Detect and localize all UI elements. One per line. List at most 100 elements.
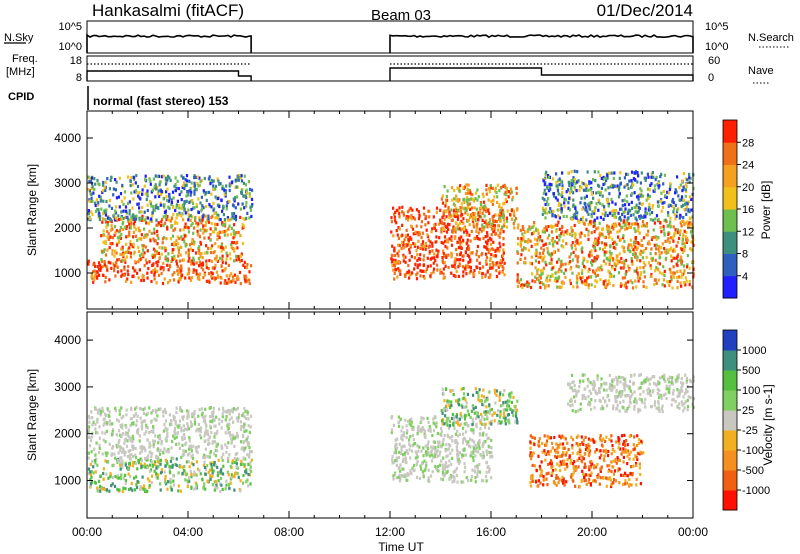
data-point <box>590 181 593 185</box>
velocity-scatter <box>87 373 695 494</box>
data-point <box>220 249 223 253</box>
data-point <box>152 205 155 209</box>
data-point <box>587 233 590 237</box>
data-point <box>418 231 421 235</box>
data-point <box>125 444 129 448</box>
data-point <box>543 211 547 215</box>
data-point <box>561 184 564 188</box>
data-point <box>233 488 236 492</box>
data-point <box>496 200 499 204</box>
data-point <box>572 179 575 184</box>
data-point <box>215 197 218 201</box>
data-point <box>445 420 448 424</box>
data-point <box>653 188 657 192</box>
data-point <box>530 255 533 259</box>
data-point <box>165 258 168 262</box>
data-point <box>137 194 140 198</box>
data-point <box>441 259 444 263</box>
data-point <box>412 216 415 220</box>
data-point <box>556 260 559 264</box>
data-point <box>676 286 679 290</box>
data-point <box>467 198 470 202</box>
data-point <box>120 434 123 438</box>
data-point <box>111 249 114 253</box>
data-point <box>679 281 682 285</box>
data-point <box>536 242 539 246</box>
data-point <box>445 255 448 259</box>
data-point <box>156 233 159 238</box>
data-point <box>490 446 493 450</box>
data-point <box>128 461 132 465</box>
data-point <box>575 215 578 219</box>
data-point <box>108 489 111 493</box>
data-point <box>459 184 462 188</box>
data-point <box>203 434 206 438</box>
data-point <box>654 252 657 256</box>
data-point <box>115 229 118 233</box>
data-point <box>234 436 237 440</box>
data-point <box>89 470 92 474</box>
data-point <box>636 255 639 259</box>
data-point <box>634 237 637 241</box>
data-point <box>680 258 683 262</box>
data-point <box>168 194 171 198</box>
data-point <box>626 200 629 204</box>
data-point <box>542 248 545 252</box>
data-point <box>444 464 447 468</box>
data-point <box>228 422 231 426</box>
data-point <box>673 249 676 253</box>
data-point <box>485 262 488 266</box>
data-point <box>163 203 166 207</box>
data-point <box>416 432 419 436</box>
data-point <box>475 207 478 211</box>
data-point <box>185 194 188 198</box>
data-point <box>220 243 223 247</box>
colorbar-tick-label: 20 <box>742 182 754 194</box>
data-point <box>174 176 177 180</box>
data-point <box>124 481 127 485</box>
data-point <box>184 222 187 226</box>
data-point <box>222 452 225 456</box>
data-point <box>132 213 135 217</box>
colorbar-segment <box>723 209 737 232</box>
data-point <box>174 182 177 187</box>
data-point <box>175 457 178 461</box>
data-point <box>516 284 520 288</box>
data-point <box>474 465 477 469</box>
data-point <box>661 205 665 209</box>
data-point <box>196 181 199 186</box>
data-point <box>581 207 584 211</box>
data-point <box>124 450 127 454</box>
data-point <box>175 205 178 209</box>
data-point <box>222 406 225 410</box>
data-point <box>88 425 91 429</box>
data-point <box>567 180 570 184</box>
data-point <box>476 466 479 470</box>
data-point <box>491 215 494 219</box>
data-point <box>152 262 155 266</box>
data-point <box>129 184 132 188</box>
data-point <box>500 213 503 217</box>
data-point <box>98 436 101 440</box>
data-point <box>667 232 670 236</box>
data-point <box>633 269 636 273</box>
data-point <box>218 235 221 240</box>
data-point <box>560 259 563 263</box>
data-point <box>546 251 550 255</box>
data-point <box>150 420 153 424</box>
data-point <box>111 227 114 231</box>
data-point <box>106 235 109 239</box>
data-point <box>567 201 570 205</box>
data-point <box>553 250 556 254</box>
data-point <box>602 177 605 181</box>
data-point <box>520 284 523 288</box>
data-point <box>163 407 167 412</box>
data-point <box>200 436 203 440</box>
data-point <box>248 194 251 198</box>
data-point <box>447 447 450 451</box>
data-point <box>193 184 197 188</box>
data-point <box>148 229 151 233</box>
data-point <box>246 453 249 457</box>
data-point <box>687 224 690 228</box>
data-point <box>425 214 428 219</box>
